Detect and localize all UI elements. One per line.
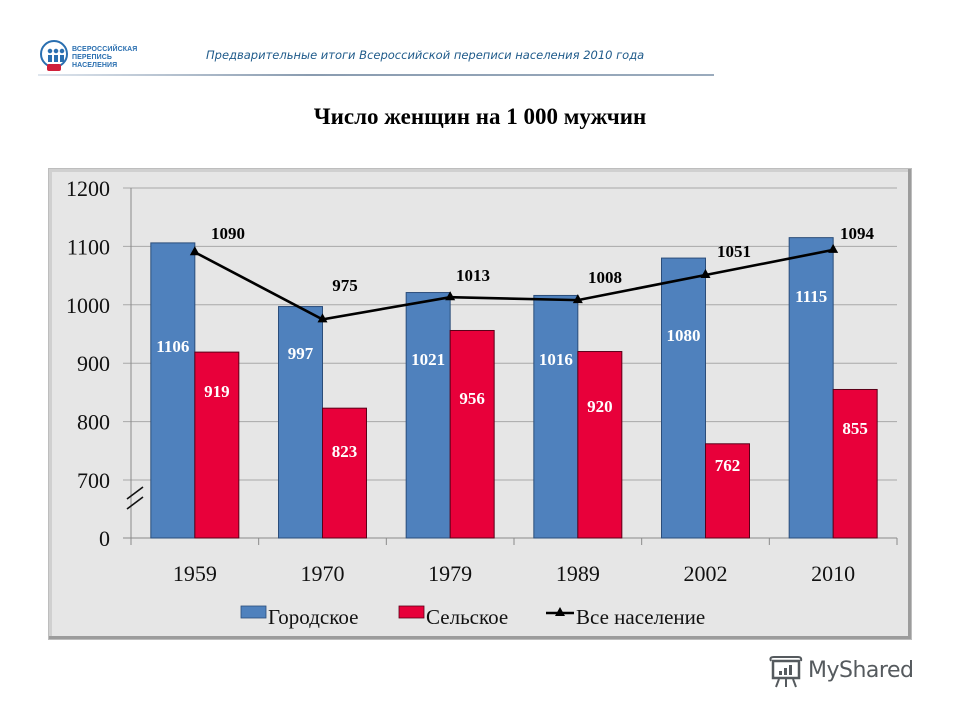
- bar-urban: [533, 294, 579, 539]
- bar-rural: [194, 351, 240, 539]
- triangle-marker-icon: [572, 294, 583, 304]
- bar-rural: [322, 407, 367, 539]
- bar-rural-label: 855: [842, 419, 868, 438]
- watermark: MyShared: [768, 656, 928, 692]
- triangle-marker-icon: [700, 269, 711, 279]
- bar-urban-label: 1021: [411, 350, 445, 369]
- page-header: ВСЕРОССИЙСКАЯ ПЕРЕПИСЬ НАСЕЛЕНИЯ Предвар…: [38, 38, 714, 76]
- line-total-label: 1008: [588, 268, 622, 287]
- bar-urban: [788, 237, 834, 539]
- bar-rural-label: 762: [715, 456, 741, 475]
- legend-rural-swatch: [398, 605, 425, 619]
- bar-urban-label: 1080: [667, 326, 701, 345]
- y-tick-label: 1100: [67, 234, 110, 259]
- bar-urban-label: 1016: [539, 350, 573, 369]
- census-logo: ВСЕРОССИЙСКАЯ ПЕРЕПИСЬ НАСЕЛЕНИЯ: [40, 40, 150, 74]
- legend-urban-label: Городское: [268, 605, 358, 629]
- legend-total-label: Все население: [576, 605, 705, 629]
- triangle-marker-icon: [317, 313, 328, 323]
- bar-urban: [278, 306, 323, 539]
- bar-rural-label: 956: [459, 389, 485, 408]
- bar-rural: [577, 351, 623, 539]
- triangle-marker-icon: [445, 291, 456, 301]
- line-total-label: 1051: [717, 242, 751, 261]
- legend-rural-label: Сельское: [426, 605, 508, 629]
- line-total-label: 975: [332, 276, 358, 295]
- line-total-label: 1090: [211, 224, 245, 243]
- line-total-label: 1094: [840, 224, 875, 243]
- line-total: [194, 248, 834, 321]
- x-tick-label: 1979: [428, 561, 472, 586]
- x-tick-label: 2002: [684, 561, 728, 586]
- axis-break-icon: [126, 496, 144, 510]
- legend-triangle-icon: [555, 607, 565, 616]
- y-tick-label: 1200: [66, 176, 110, 201]
- bar-urban: [150, 242, 196, 539]
- header-divider: [38, 74, 714, 76]
- presentation-board-icon: [769, 656, 803, 688]
- y-tick-label: 800: [77, 410, 110, 435]
- header-subtitle: Предварительные итоги Всероссийской пере…: [206, 48, 645, 62]
- y-tick-label: 900: [77, 351, 110, 376]
- bar-urban: [661, 257, 706, 539]
- watermark-text: MyShared: [808, 658, 914, 683]
- bar-rural-label: 823: [332, 442, 358, 461]
- bar-urban: [405, 292, 451, 539]
- x-tick-label: 1970: [301, 561, 345, 586]
- bar-urban-label: 1115: [795, 287, 827, 306]
- x-tick-label: 2010: [811, 561, 855, 586]
- line-total-label: 1013: [456, 266, 490, 285]
- census-logo-icon: [40, 40, 68, 68]
- logo-badge: [47, 64, 61, 71]
- bar-line-chart: 0 700 800 900 1000 1100 1200 1106 919 1959 997 823 1…: [66, 176, 898, 629]
- logo-text: ВСЕРОССИЙСКАЯ ПЕРЕПИСЬ НАСЕЛЕНИЯ: [72, 46, 138, 69]
- axis-break-icon: [126, 486, 144, 500]
- bar-rural-label: 920: [587, 397, 613, 416]
- bar-rural-label: 919: [204, 382, 230, 401]
- triangle-marker-icon: [189, 246, 200, 256]
- legend-urban-swatch: [240, 605, 267, 619]
- bar-urban-label: 997: [288, 344, 314, 363]
- x-tick-label: 1989: [556, 561, 600, 586]
- bar-rural: [832, 388, 878, 539]
- triangle-marker-icon: [828, 243, 839, 253]
- bar-urban-label: 1106: [156, 337, 189, 356]
- bar-rural: [449, 329, 495, 539]
- y-tick-label: 1000: [66, 293, 110, 318]
- y-tick-label: 0: [99, 526, 110, 551]
- y-tick-label: 700: [77, 468, 110, 493]
- x-tick-label: 1959: [173, 561, 217, 586]
- chart-frame: 0 700 800 900 1000 1100 1200 1106 919 1959 997 823 1…: [48, 168, 912, 640]
- chart-title: Число женщин на 1 000 мужчин: [313, 104, 647, 129]
- bar-rural: [705, 443, 750, 539]
